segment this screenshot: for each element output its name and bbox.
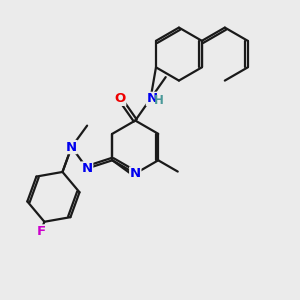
Text: H: H xyxy=(154,94,164,107)
Text: N: N xyxy=(82,162,93,175)
Text: F: F xyxy=(36,225,45,238)
Text: O: O xyxy=(115,92,126,105)
Text: N: N xyxy=(130,167,141,180)
Text: N: N xyxy=(146,92,158,105)
Text: N: N xyxy=(66,141,77,154)
